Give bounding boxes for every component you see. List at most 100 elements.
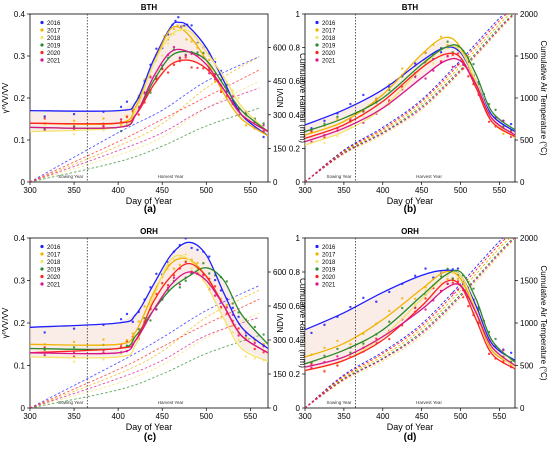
obs-point-2016	[509, 351, 513, 355]
y2-tick-label: 500	[520, 362, 534, 371]
y2-tick-label: 300	[273, 111, 287, 120]
obs-point-2019	[196, 51, 199, 54]
obs-point-2021	[172, 276, 176, 280]
y-tick-label: 0.6	[289, 77, 301, 86]
obs-point-2020	[219, 90, 223, 94]
obs-point-2017	[388, 309, 391, 313]
obs-point-2017	[172, 27, 176, 31]
legend-label: 2016	[322, 245, 336, 251]
y2-tick-label: 1000	[520, 319, 538, 328]
obs-point-2017	[336, 339, 339, 343]
obs-point-2017	[349, 342, 352, 346]
y-tick-label: 0.2	[14, 319, 26, 328]
x-tick-label: 500	[200, 186, 214, 195]
obs-point-2017	[190, 40, 193, 43]
obs-point-2019	[401, 306, 404, 310]
fit-line-2018	[30, 254, 268, 362]
obs-point-2018	[231, 331, 234, 334]
obs-point-2016	[244, 334, 248, 337]
legend-label: 2016	[47, 21, 61, 27]
obs-point-2019	[253, 325, 256, 329]
obs-point-2016	[439, 50, 443, 54]
panel-b: Sowing Year Harvest Year BTH 300 350 400 450 50…	[276, 3, 548, 215]
legend-marker-2020	[315, 274, 319, 279]
obs-point-2021	[172, 45, 176, 49]
obs-point-2018	[336, 134, 339, 138]
obs-point-2021	[424, 308, 427, 311]
y2-axis-label: Cumulative Rainfall (mm)	[298, 278, 307, 368]
obs-point-2017	[185, 38, 188, 41]
x-tick-label: 400	[111, 412, 125, 421]
obs-point-2016	[155, 47, 158, 50]
legend-label: 2019	[322, 268, 336, 274]
obs-point-2021	[502, 349, 505, 352]
obs-point-2021	[446, 282, 449, 285]
obs-point-2020	[43, 117, 46, 120]
obs-point-2018	[43, 123, 46, 127]
obs-point-2020	[184, 260, 187, 264]
obs-point-2018	[362, 115, 365, 118]
obs-point-2020	[336, 364, 339, 367]
obs-point-2016	[190, 246, 193, 250]
obs-point-2018	[196, 42, 199, 45]
obs-point-2021	[413, 306, 417, 310]
y-axis-label: NDVI	[276, 88, 285, 107]
annotation-sowing: Sowing Year	[58, 400, 84, 405]
panel-caption: (d)	[404, 432, 417, 443]
obs-point-2019	[446, 267, 449, 271]
legend-label: 2021	[47, 283, 61, 289]
y2-tick-label: 1500	[520, 52, 538, 61]
y2-tick-label: 150	[273, 144, 287, 153]
obs-point-2019	[323, 122, 326, 125]
obs-point-2016	[119, 318, 123, 321]
obs-point-2016	[119, 105, 123, 109]
obs-point-2017	[323, 346, 326, 350]
y2-tick-label: 450	[273, 77, 287, 86]
legend-label: 2018	[47, 260, 61, 266]
y-tick-label: 0.4	[14, 10, 26, 19]
obs-point-2019	[178, 286, 182, 289]
legend-marker-2019	[315, 267, 319, 271]
x-tick-label: 450	[156, 412, 170, 421]
x-tick-label: 550	[493, 186, 507, 195]
obs-point-2018	[72, 360, 76, 363]
y2-tick-label: 450	[273, 302, 287, 311]
cumulative-line-2020	[305, 238, 507, 408]
legend-label: 2019	[47, 268, 61, 274]
x-tick-label: 550	[244, 186, 258, 195]
annotation-harvest: Harvest Year	[158, 174, 184, 179]
x-tick-label: 450	[156, 186, 170, 195]
obs-point-2021	[225, 306, 229, 309]
obs-point-2017	[413, 297, 417, 301]
legend-marker-2021	[315, 58, 319, 62]
obs-point-2016	[237, 315, 240, 319]
obs-point-2016	[388, 290, 391, 294]
obs-point-2017	[336, 117, 339, 121]
fit-line-2019	[30, 267, 268, 351]
obs-point-2021	[184, 54, 187, 57]
obs-point-2020	[467, 304, 470, 308]
annotation-harvest: Harvest Year	[416, 400, 442, 405]
obs-point-2016	[375, 300, 378, 303]
legend-marker-2018	[315, 259, 319, 264]
obs-point-2017	[401, 297, 404, 300]
panel-c: Sowing Year Harvest Year ORH 300 350 400 450 50…	[1, 227, 307, 443]
obs-point-2019	[225, 280, 229, 283]
obs-point-2016	[177, 16, 180, 19]
obs-point-2020	[237, 327, 240, 330]
obs-point-2018	[184, 25, 187, 28]
obs-point-2018	[102, 358, 105, 361]
obs-point-2020	[310, 362, 313, 366]
obs-point-2017	[119, 123, 123, 127]
obs-point-2018	[253, 357, 256, 360]
y2-tick-label: 2000	[520, 10, 538, 19]
annotation-harvest: Harvest Year	[416, 174, 442, 179]
legend-label: 2021	[322, 283, 336, 289]
y-axis-label: γ⁰VV/VV	[1, 82, 10, 113]
obs-point-2021	[149, 76, 152, 79]
obs-point-2018	[237, 96, 240, 100]
obs-point-2019	[323, 354, 326, 358]
legend-marker-2019	[40, 267, 44, 271]
